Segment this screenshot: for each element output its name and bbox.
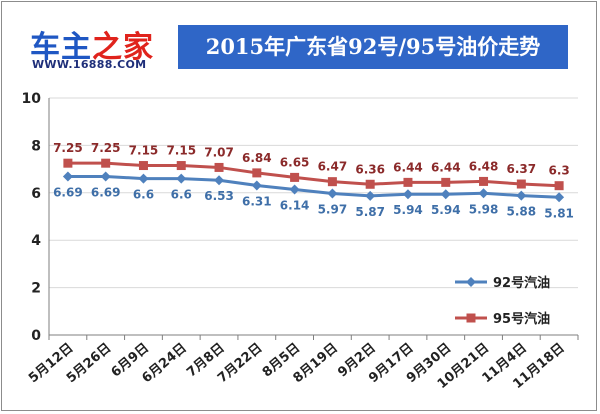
- data-point: [365, 179, 375, 189]
- data-label: 6.69: [53, 185, 83, 199]
- logo-name: 车主之家: [30, 22, 154, 66]
- data-point: [402, 189, 413, 200]
- site-logo: 车主之家 WWW.16888.COM: [30, 22, 180, 76]
- data-label: 7.15: [129, 144, 159, 158]
- series-line: [67, 161, 560, 188]
- data-label: 6.37: [507, 162, 537, 176]
- data-point: [251, 180, 262, 191]
- data-point: [138, 161, 148, 171]
- data-point: [289, 184, 300, 195]
- data-label: 6.44: [393, 160, 423, 174]
- data-point: [176, 161, 186, 171]
- data-point: [440, 189, 451, 200]
- y-tick-label: 4: [31, 233, 41, 249]
- data-point: [554, 192, 565, 203]
- data-point: [176, 173, 187, 184]
- data-point: [101, 158, 111, 168]
- data-point: [214, 175, 225, 186]
- data-label: 5.94: [393, 203, 423, 217]
- data-label: 6.31: [242, 194, 272, 208]
- y-tick-label: 0: [31, 328, 41, 344]
- data-label: 6.14: [280, 198, 310, 212]
- data-label: 6.6: [171, 188, 192, 202]
- data-label: 5.94: [431, 203, 461, 217]
- data-label: 5.97: [318, 203, 348, 217]
- chart-title: 2015年广东省92号/95号油价走势: [178, 25, 568, 69]
- y-tick-label: 10: [22, 91, 42, 107]
- data-label: 7.07: [204, 145, 234, 159]
- data-point: [290, 172, 300, 182]
- data-point: [327, 177, 337, 187]
- data-label: 6.69: [91, 185, 121, 199]
- data-point: [138, 173, 149, 184]
- data-label: 7.25: [91, 141, 121, 155]
- data-point: [327, 188, 338, 199]
- data-label: 5.88: [507, 205, 537, 219]
- data-label: 6.65: [280, 155, 310, 169]
- data-label: 6.84: [242, 151, 272, 165]
- data-point: [252, 168, 262, 178]
- data-label: 5.98: [469, 202, 499, 216]
- y-tick-label: 6: [31, 186, 41, 202]
- data-label: 6.48: [469, 159, 499, 173]
- series-line: [67, 174, 560, 199]
- logo-url: WWW.16888.COM: [32, 58, 147, 71]
- data-point: [100, 171, 111, 182]
- data-label: 5.81: [544, 206, 574, 220]
- data-point: [478, 188, 489, 199]
- y-tick-label: 2: [31, 281, 41, 297]
- data-point: [403, 177, 413, 187]
- data-point: [214, 162, 224, 172]
- logo-name-part1: 车主: [30, 30, 92, 65]
- data-label: 6.36: [355, 162, 385, 176]
- data-point: [365, 190, 376, 201]
- data-point: [516, 190, 527, 201]
- data-point: [441, 177, 451, 187]
- legend-marker: [466, 313, 476, 323]
- logo-name-part2: 之家: [92, 30, 154, 65]
- data-label: 6.53: [204, 189, 234, 203]
- data-point: [479, 176, 489, 186]
- data-label: 7.15: [166, 144, 196, 158]
- data-label: 5.87: [355, 205, 385, 219]
- data-label: 6.3: [548, 164, 569, 178]
- data-label: 6.6: [133, 188, 154, 202]
- data-label: 6.44: [431, 160, 461, 174]
- data-point: [516, 179, 526, 189]
- data-point: [62, 171, 73, 182]
- legend-label: 92号汽油: [493, 275, 550, 291]
- data-label: 6.47: [318, 160, 348, 174]
- data-point: [554, 181, 564, 191]
- data-point: [63, 158, 73, 168]
- data-label: 7.25: [53, 141, 83, 155]
- legend-label: 95号汽油: [493, 311, 550, 327]
- y-tick-label: 8: [31, 138, 41, 154]
- legend-marker: [466, 277, 476, 287]
